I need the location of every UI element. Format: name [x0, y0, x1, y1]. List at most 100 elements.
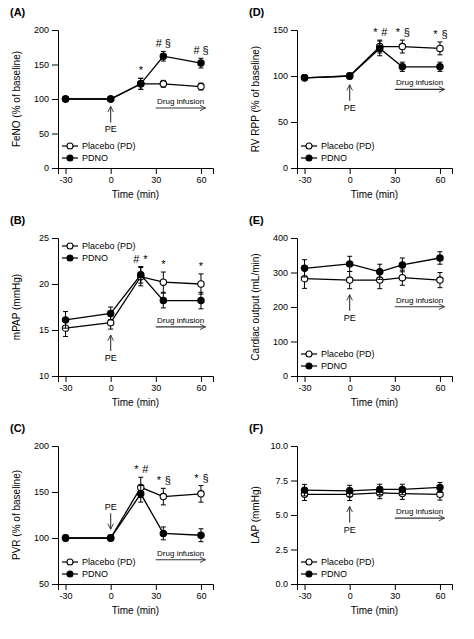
- y-axis: 0100200300400: [273, 233, 298, 381]
- annotation-arrow: [156, 326, 206, 327]
- y-tick: 7.5: [275, 476, 297, 486]
- series: [62, 267, 204, 329]
- panel-title: (C): [10, 422, 26, 434]
- x-tick-label: 60: [435, 383, 445, 393]
- error-bar: [161, 51, 166, 61]
- y-tick: 150: [34, 487, 58, 497]
- y-tick-label: 200: [34, 25, 49, 35]
- error-bar: [377, 484, 382, 494]
- y-tick-label: 150: [273, 25, 288, 35]
- error-bar: [198, 58, 203, 68]
- annotation-label: PE: [344, 525, 356, 535]
- y-tick-mark: [52, 134, 58, 135]
- y-tick: 10: [39, 371, 58, 381]
- y-tick-label: 150: [34, 60, 49, 70]
- x-tick-label: 0: [109, 591, 114, 601]
- y-axis-line: [291, 31, 298, 169]
- series-line: [305, 48, 440, 77]
- error-bar: [302, 484, 307, 496]
- x-axis-line: [298, 169, 453, 175]
- x-tick: -30: [299, 584, 312, 601]
- y-tick: 200: [273, 302, 297, 312]
- error-bar: [437, 482, 442, 492]
- y-tick: 15: [39, 325, 58, 335]
- x-tick-label: -30: [60, 383, 73, 393]
- y-tick-label: 100: [34, 533, 49, 543]
- data-point: [437, 64, 443, 70]
- error-bar: [198, 83, 203, 90]
- series-line: [305, 258, 440, 272]
- error-bar: [437, 62, 442, 71]
- x-tick-label: 0: [109, 175, 114, 185]
- x-axis-title: Time (min): [351, 397, 398, 408]
- stat-annotation: §: [404, 26, 410, 38]
- y-axis: 050100150: [273, 25, 298, 173]
- y-tick-label: 200: [34, 441, 49, 451]
- x-tick-mark: [201, 376, 202, 382]
- data-point: [138, 81, 144, 87]
- annotation-label: Drug infusion: [396, 78, 443, 87]
- y-tick-mark: [52, 492, 58, 493]
- legend: Placebo (PD)PDNO: [301, 349, 375, 371]
- legend-marker: [67, 571, 73, 577]
- panel-title: (B): [10, 214, 26, 226]
- x-tick-label: 0: [109, 383, 114, 393]
- data-point: [160, 279, 166, 285]
- annotation-label: Drug infusion: [396, 296, 443, 305]
- x-tick-label: -30: [60, 591, 73, 601]
- stat-annotation: *: [139, 64, 144, 76]
- x-axis: -3003060: [298, 584, 453, 601]
- y-tick-mark: [52, 99, 58, 100]
- error-bar: [198, 486, 203, 503]
- data-point: [399, 274, 405, 280]
- data-point: [62, 535, 68, 541]
- stat-annotation: #: [142, 463, 149, 475]
- stat-annotation: #: [193, 44, 200, 56]
- plot-marks: [62, 51, 204, 102]
- y-tick-label: 400: [273, 233, 288, 243]
- panel: -30030600.02.55.07.510.0Time (min)LAP (m…: [249, 422, 453, 616]
- error-bar: [108, 535, 113, 541]
- data-point: [160, 53, 166, 59]
- y-tick-label: 50: [278, 117, 288, 127]
- x-tick: -30: [60, 168, 73, 185]
- x-axis-line: [59, 169, 214, 175]
- error-bar: [347, 256, 352, 271]
- x-axis: -3003060: [59, 376, 214, 393]
- x-tick: 60: [196, 376, 206, 393]
- x-tick-mark: [350, 584, 351, 590]
- x-tick-label: 30: [390, 383, 400, 393]
- data-point: [377, 486, 383, 492]
- y-axis: 0.02.55.07.510.0: [270, 441, 297, 589]
- y-tick-mark: [52, 446, 58, 447]
- data-point: [160, 81, 166, 87]
- series: [301, 487, 443, 500]
- data-point: [399, 486, 405, 492]
- y-tick: 25: [39, 233, 58, 243]
- x-axis-title: Time (min): [351, 605, 398, 616]
- data-point: [346, 277, 352, 283]
- data-point: [62, 96, 68, 102]
- legend-marker: [306, 143, 312, 149]
- panel-title: (D): [249, 6, 265, 18]
- y-tick-mark: [291, 446, 297, 447]
- x-tick-mark: [66, 376, 67, 382]
- stat-annotation: *: [134, 463, 139, 475]
- plot-marks: [301, 40, 443, 81]
- y-axis-line: [52, 239, 59, 377]
- data-point: [62, 317, 68, 323]
- y-tick: 150: [34, 60, 58, 70]
- error-bar: [347, 73, 352, 79]
- x-tick-mark: [395, 168, 396, 174]
- x-tick-mark: [395, 584, 396, 590]
- stat-annotation: *: [157, 474, 162, 486]
- error-bar: [108, 307, 113, 320]
- annotation-arrow: [156, 107, 206, 108]
- stat-annotation: §: [165, 474, 171, 486]
- legend-marker: [67, 243, 73, 249]
- x-tick: -30: [299, 376, 312, 393]
- panel-title: (E): [249, 214, 264, 226]
- y-tick-mark: [291, 238, 297, 239]
- legend-item: PDNO: [301, 153, 347, 163]
- annotation-label: Drug infusion: [157, 316, 204, 325]
